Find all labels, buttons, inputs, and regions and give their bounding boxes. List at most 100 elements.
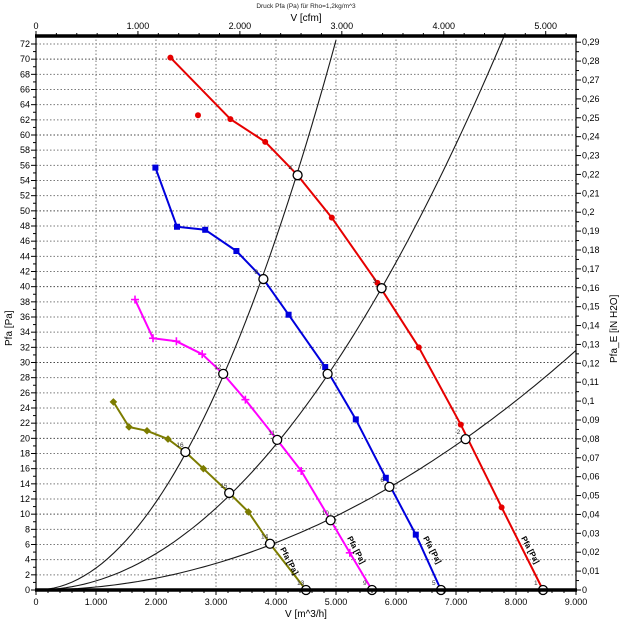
fan-curve-4-marker [125, 423, 133, 431]
left-tick-label: 40 [20, 282, 30, 292]
operating-point-number: 10 [322, 510, 330, 517]
fan-curve-2-marker [285, 311, 292, 318]
operating-point-number: 2 [457, 429, 461, 436]
left-tick-label: 68 [20, 69, 30, 79]
plot-layers: Pfa [Pa]Pfa [Pa]Pfa [Pa]Pfa [Pa]43218765… [20, 21, 600, 607]
fan-curve-4-marker [164, 435, 172, 443]
left-tick-label: 22 [20, 418, 30, 428]
right-tick-label: 0,05 [582, 491, 600, 501]
right-tick-label: 0,24 [582, 132, 600, 142]
operating-point-number: 7 [319, 364, 323, 371]
operating-point-6[interactable] [384, 481, 395, 493]
right-tick-label: 0,29 [582, 37, 600, 47]
operating-point-10[interactable] [325, 515, 336, 526]
bottom-tick-label: 9.000 [565, 597, 588, 607]
right-tick-label: 0,23 [582, 151, 600, 161]
bottom-tick-label: 1.000 [85, 597, 108, 607]
top-tick-label: 1.000 [127, 21, 150, 31]
operating-point-15[interactable] [224, 487, 235, 499]
right-tick-label: 0,15 [582, 302, 600, 312]
left-tick-label: 18 [20, 449, 30, 459]
right-tick-label: 0,26 [582, 94, 600, 104]
chart-title: Druck Pfa (Pa) für Rho=1,2kg/m^3 [256, 3, 356, 10]
left-tick-label: 42 [20, 267, 30, 277]
bottom-tick-label: 2.000 [145, 597, 168, 607]
operating-point-8[interactable] [258, 273, 269, 285]
fan-curve-4-marker [199, 464, 208, 473]
left-tick-label: 72 [20, 39, 30, 49]
left-tick-label: 2 [25, 570, 30, 580]
fan-curve-4-marker [244, 508, 253, 516]
left-tick-label: 64 [20, 100, 30, 110]
left-tick-label: 66 [20, 85, 30, 95]
fan-curve-2-marker [382, 474, 389, 481]
operating-point-number: 8 [254, 269, 258, 276]
operating-point-number: 13 [297, 580, 305, 587]
bottom-tick-label: 8.000 [505, 597, 528, 607]
fan-curve-2-marker [233, 248, 240, 255]
operating-point-7[interactable] [322, 368, 333, 380]
system-parabola-shallow [36, 349, 577, 591]
operating-point-number: 14 [261, 534, 269, 541]
system-parabola-mid [35, 36, 505, 591]
fan-curve-2-marker [412, 531, 419, 538]
left-tick-label: 20 [20, 433, 30, 443]
right-tick-label: 0,22 [582, 169, 600, 179]
operating-point-12[interactable] [218, 368, 229, 380]
right-tick-label: 0,19 [582, 226, 600, 236]
left-tick-label: 34 [20, 327, 30, 337]
right-tick-label: 0,14 [582, 321, 600, 331]
left-tick-label: 50 [20, 206, 30, 216]
fan-curve-2 [154, 166, 442, 591]
left-tick-label: 58 [20, 145, 30, 155]
left-tick-label: 26 [20, 388, 30, 398]
left-tick-label: 10 [20, 509, 30, 519]
operating-point-number: 15 [220, 483, 228, 490]
left-tick-label: 44 [20, 251, 30, 261]
right-tick-label: 0,04 [582, 509, 600, 519]
operating-point-14[interactable] [264, 538, 276, 549]
right-tick-label: 0 [582, 585, 587, 595]
left-tick-label: 28 [20, 373, 30, 383]
right-tick-label: 0,2 [582, 207, 595, 217]
bottom-tick-label: 5.000 [325, 597, 348, 607]
operating-point-number: 3 [373, 278, 377, 285]
left-tick-label: 46 [20, 236, 30, 246]
right-tick-label: 0,13 [582, 339, 600, 349]
left-tick-label: 62 [20, 115, 30, 125]
right-axis-label: Pfa_E [iN H2O] [609, 294, 620, 363]
bottom-tick-label: 6.000 [385, 597, 408, 607]
right-tick-label: 0,02 [582, 547, 600, 557]
fan-curve-1-marker [227, 116, 234, 123]
operating-point-number: 1 [534, 580, 538, 587]
right-tick-label: 0,25 [582, 113, 600, 123]
top-tick-label: 4.000 [432, 21, 455, 31]
bottom-axis-label: V [m^3/h] [285, 609, 327, 620]
right-tick-label: 0,08 [582, 434, 600, 444]
fan-curve-2-marker [322, 364, 329, 371]
top-tick-label: 2.000 [229, 21, 252, 31]
operating-point-3[interactable] [376, 283, 387, 294]
left-tick-label: 14 [20, 479, 30, 489]
fan-curve-3 [134, 298, 373, 591]
top-tick-label: 5.000 [534, 21, 557, 31]
operating-point-number: 12 [214, 364, 222, 371]
left-tick-label: 16 [20, 464, 30, 474]
left-tick-label: 48 [20, 221, 30, 231]
top-axis-label: V [cfm] [290, 13, 321, 24]
fan-curve-1-marker [328, 214, 335, 221]
left-tick-label: 38 [20, 297, 30, 307]
right-tick-label: 0,16 [582, 283, 600, 293]
left-tick-label: 52 [20, 191, 30, 201]
operating-point-16[interactable] [180, 446, 191, 458]
right-tick-label: 0,17 [582, 264, 600, 274]
right-tick-label: 0,18 [582, 245, 600, 255]
operating-point-4[interactable] [292, 170, 303, 181]
right-tick-label: 0,09 [582, 415, 600, 425]
fan-curve-2-marker [152, 164, 159, 171]
operating-point-11[interactable] [272, 434, 283, 446]
fan-curve-1-marker [498, 504, 505, 511]
operating-point-2[interactable] [460, 433, 471, 445]
